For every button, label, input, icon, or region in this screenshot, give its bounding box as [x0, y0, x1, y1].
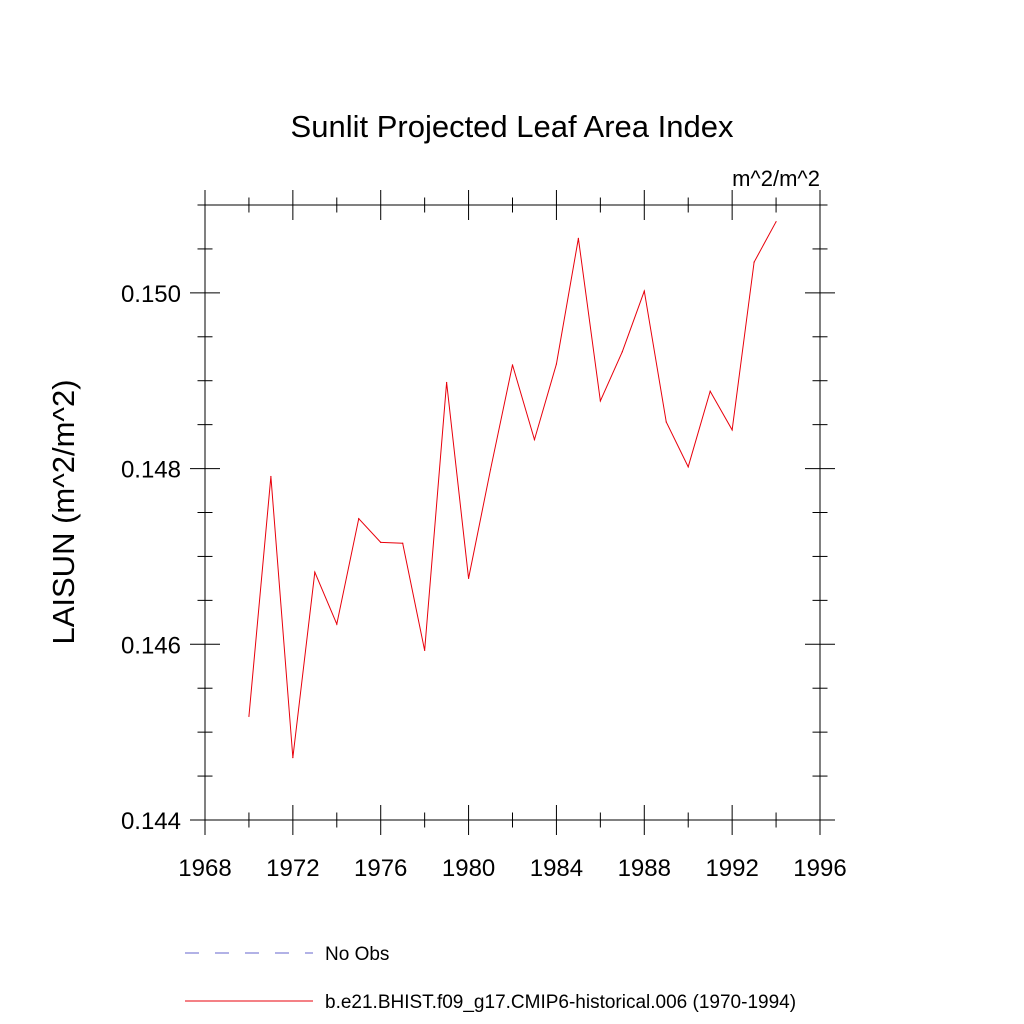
data-point [731, 429, 733, 431]
data-point [358, 518, 360, 520]
data-point [380, 541, 382, 543]
data-point [775, 221, 777, 223]
y-tick-label: 0.146 [121, 632, 181, 659]
y-tick-label: 0.144 [121, 808, 181, 835]
series-line [248, 221, 777, 758]
data-point [665, 421, 667, 423]
x-tick-label: 1968 [178, 855, 231, 882]
chart-title: Sunlit Projected Leaf Area Index [291, 109, 734, 144]
data-point [555, 363, 558, 365]
legend: No Obs b.e21.BHIST.f09_g17.CMIP6-historic… [185, 944, 796, 1013]
data-point [292, 757, 294, 759]
data-point [467, 577, 470, 579]
x-tick-label: 1996 [793, 855, 846, 882]
data-point [336, 623, 338, 625]
data-point [643, 290, 645, 292]
y-tick-label: 0.150 [121, 281, 181, 308]
x-tick-label: 1972 [266, 855, 319, 882]
x-tick-label: 1992 [705, 855, 758, 882]
data-point [753, 261, 755, 263]
x-tick-label: 1984 [530, 855, 583, 882]
data-point [446, 381, 448, 384]
series-layer [248, 221, 777, 759]
data-point [577, 237, 579, 239]
x-tick-label: 1988 [618, 855, 671, 882]
axes: 0.144 0.146 0.148 0.150 1968 1972 1976 1980 1984… [121, 190, 847, 882]
data-point [248, 715, 250, 717]
x-tick-label: 1976 [354, 855, 407, 882]
legend-label: b.e21.BHIST.f09_g17.CMIP6-historical.006… [325, 992, 796, 1013]
data-point [402, 542, 404, 544]
data-point [270, 475, 272, 478]
legend-label: No Obs [325, 944, 389, 965]
data-point [511, 364, 514, 366]
y-tick-label: 0.148 [121, 457, 181, 484]
data-point [424, 649, 426, 652]
data-point [489, 468, 492, 471]
data-point [533, 438, 536, 441]
plot-frame [204, 204, 821, 821]
units-label: m^2/m^2 [732, 166, 820, 191]
data-point [709, 390, 711, 392]
data-point [599, 400, 601, 402]
data-point [314, 571, 316, 573]
data-point [687, 466, 689, 468]
x-tick-label: 1980 [442, 855, 495, 882]
y-axis-label: LAISUN (m^2/m^2) [46, 379, 81, 644]
data-point [621, 351, 623, 353]
